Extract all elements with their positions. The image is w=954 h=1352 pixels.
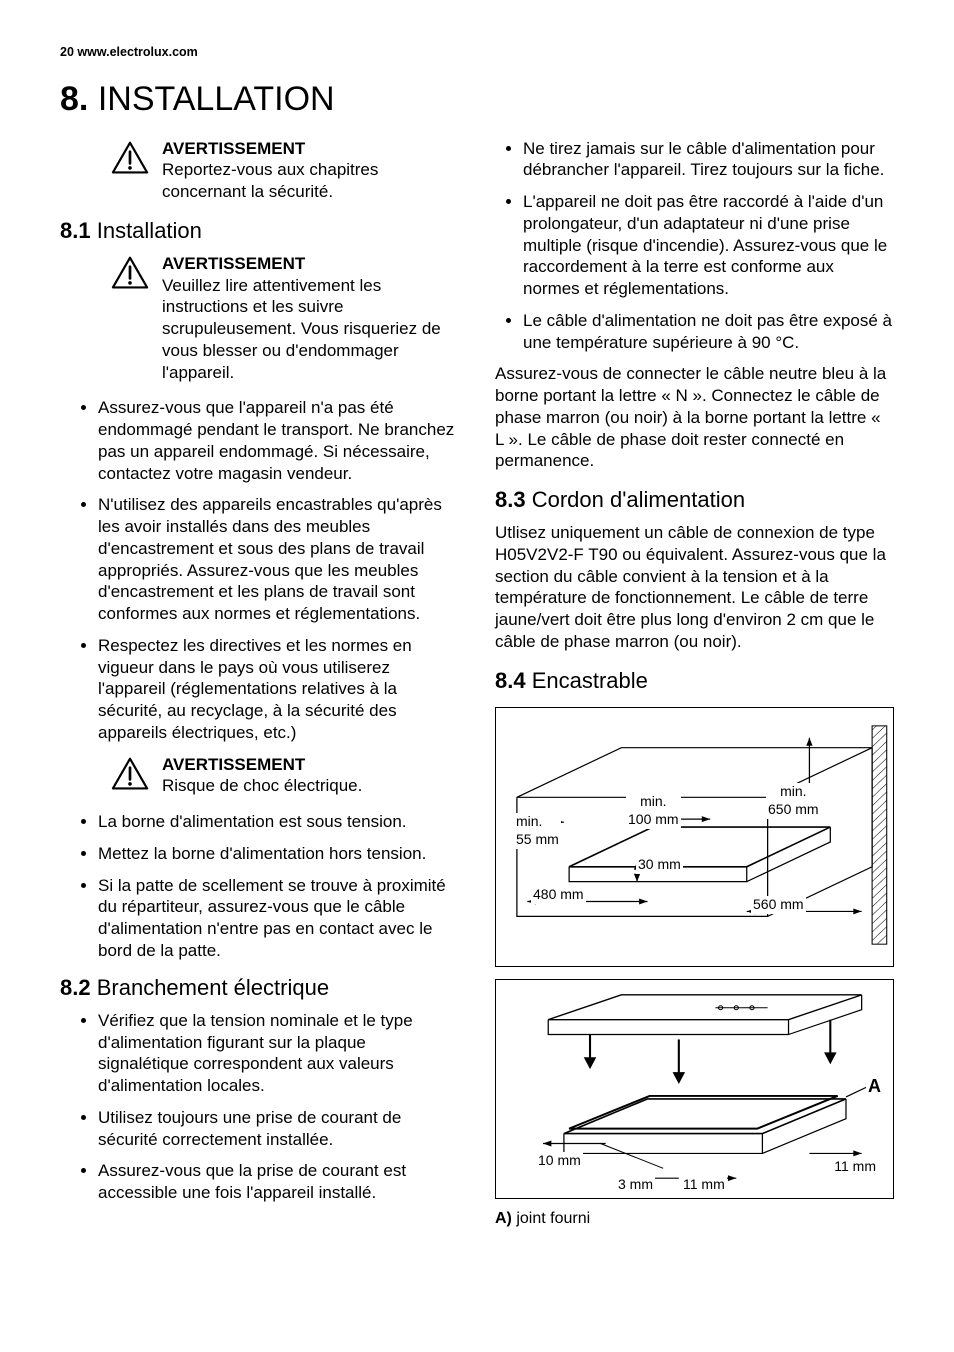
- list-item: Assurez-vous que l'appareil n'a pas été …: [98, 397, 459, 484]
- warning-icon: [110, 253, 150, 289]
- subsection-title: Encastrable: [532, 668, 648, 693]
- list-item: Assurez-vous que la prise de courant est…: [98, 1160, 459, 1204]
- subsection-number: 8.4: [495, 668, 526, 693]
- warning-content: AVERTISSEMENT Veuillez lire attentivemen…: [162, 253, 459, 384]
- list-item: La borne d'alimentation est sous tension…: [98, 811, 459, 833]
- warning-title: AVERTISSEMENT: [162, 754, 362, 776]
- list-item: Le câble d'alimentation ne doit pas être…: [523, 310, 894, 354]
- bullet-list: Vérifiez que la tension nominale et le t…: [70, 1010, 459, 1204]
- dim-label: 3 mm: [616, 1176, 655, 1194]
- dim-label: 30 mm: [636, 856, 683, 874]
- subsection-title: Branchement électrique: [97, 975, 329, 1000]
- seal-diagram: A 10 mm 3 mm 11 mm 11 mm: [495, 979, 894, 1199]
- subsection-title: Cordon d'alimentation: [532, 487, 745, 512]
- list-item: Mettez la borne d'alimentation hors tens…: [98, 843, 459, 865]
- warning-icon: [110, 138, 150, 174]
- dim-label: 11 mm: [681, 1176, 727, 1194]
- footnote-key: A): [495, 1210, 512, 1227]
- subsection-heading: 8.1 Installation: [60, 217, 459, 245]
- dim-label: min. 55 mm: [514, 813, 561, 849]
- warning-icon: [110, 754, 150, 790]
- left-column: AVERTISSEMENT Reportez-vous aux chapitre…: [60, 138, 459, 1230]
- right-column: Ne tirez jamais sur le câble d'alimentat…: [495, 138, 894, 1230]
- bullet-list: Ne tirez jamais sur le câble d'alimentat…: [495, 138, 894, 354]
- warning-text: Reportez-vous aux chapitres concernant l…: [162, 159, 459, 203]
- warning-content: AVERTISSEMENT Reportez-vous aux chapitre…: [162, 138, 459, 203]
- warning-block: AVERTISSEMENT Reportez-vous aux chapitre…: [110, 138, 459, 203]
- dim-label: min. 650 mm: [766, 783, 821, 819]
- section-title: INSTALLATION: [98, 80, 335, 118]
- dim-label: 560 mm: [751, 896, 806, 914]
- header-site: www.electrolux.com: [77, 45, 197, 59]
- list-item: Vérifiez que la tension nominale et le t…: [98, 1010, 459, 1097]
- subsection-heading: 8.2 Branchement électrique: [60, 974, 459, 1002]
- dim-label: 11 mm: [832, 1158, 878, 1176]
- warning-title: AVERTISSEMENT: [162, 253, 459, 275]
- cutout-diagram: min. 55 mm min. 100 mm min. 650 mm 30 mm…: [495, 707, 894, 967]
- subsection-number: 8.3: [495, 487, 526, 512]
- list-item: Respectez les directives et les normes e…: [98, 635, 459, 744]
- diagram-footnote: A) joint fourni: [495, 1209, 894, 1229]
- warning-content: AVERTISSEMENT Risque de choc électrique.: [162, 754, 362, 798]
- subsection-number: 8.2: [60, 975, 91, 1000]
- list-item: L'appareil ne doit pas être raccordé à l…: [523, 191, 894, 300]
- subsection-title: Installation: [97, 218, 202, 243]
- list-item: Utilisez toujours une prise de courant d…: [98, 1107, 459, 1151]
- subsection-heading: 8.4 Encastrable: [495, 667, 894, 695]
- warning-block: AVERTISSEMENT Veuillez lire attentivemen…: [110, 253, 459, 384]
- footnote-text: joint fourni: [516, 1210, 590, 1227]
- paragraph: Assurez-vous de connecter le câble neutr…: [495, 363, 894, 472]
- subsection-number: 8.1: [60, 218, 91, 243]
- list-item: Ne tirez jamais sur le câble d'alimentat…: [523, 138, 894, 182]
- warning-text: Veuillez lire attentivement les instruct…: [162, 275, 459, 384]
- dim-label: 10 mm: [536, 1152, 583, 1170]
- page-header: 20 www.electrolux.com: [60, 44, 894, 60]
- bullet-list: Assurez-vous que l'appareil n'a pas été …: [70, 397, 459, 743]
- section-number: 8.: [60, 80, 88, 118]
- warning-title: AVERTISSEMENT: [162, 138, 459, 160]
- section-heading: 8. INSTALLATION: [60, 78, 894, 122]
- page-number: 20: [60, 45, 74, 59]
- dim-label: 480 mm: [531, 886, 586, 904]
- list-item: Si la patte de scellement se trouve à pr…: [98, 875, 459, 962]
- warning-block: AVERTISSEMENT Risque de choc électrique.: [110, 754, 459, 798]
- bullet-list: La borne d'alimentation est sous tension…: [70, 811, 459, 962]
- list-item: N'utilisez des appareils encastrables qu…: [98, 494, 459, 625]
- subsection-heading: 8.3 Cordon d'alimentation: [495, 486, 894, 514]
- paragraph: Utlisez uniquement un câble de connexion…: [495, 522, 894, 653]
- diagram-letter: A: [866, 1075, 883, 1098]
- warning-text: Risque de choc électrique.: [162, 775, 362, 797]
- dim-label: min. 100 mm: [626, 793, 681, 829]
